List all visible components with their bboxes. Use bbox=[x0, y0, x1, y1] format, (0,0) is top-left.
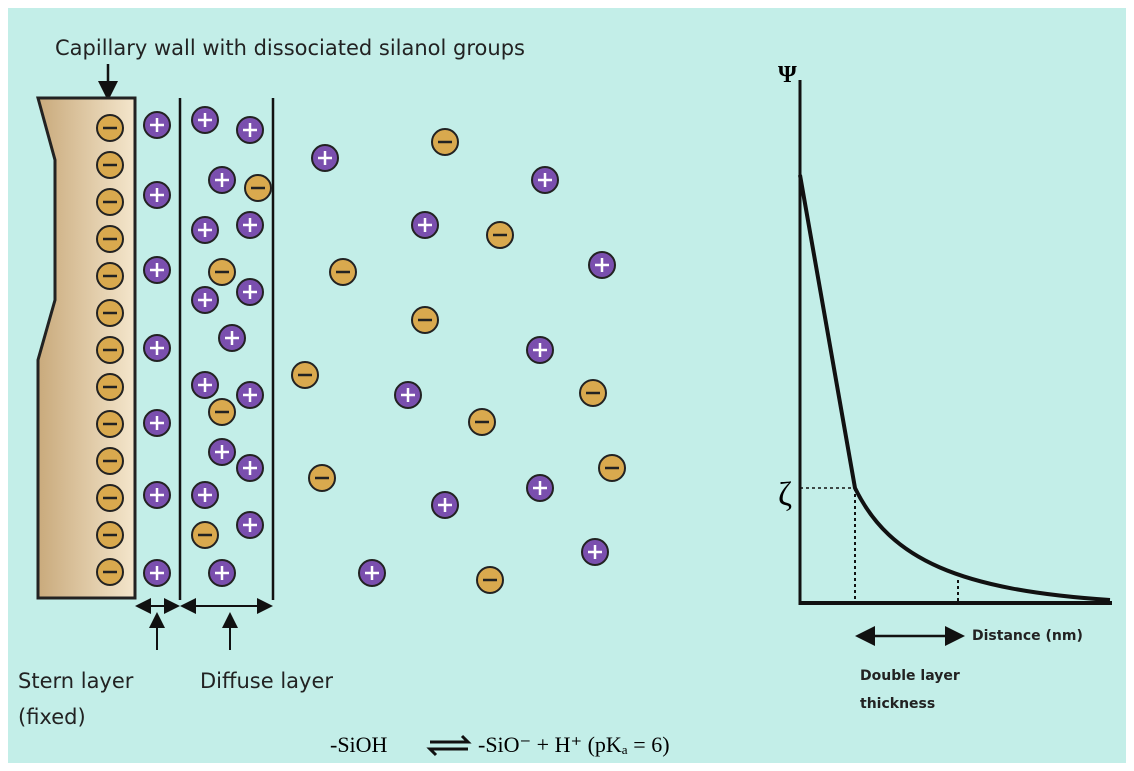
cation bbox=[358, 559, 386, 587]
cation bbox=[394, 381, 422, 409]
anion bbox=[431, 128, 459, 156]
anion bbox=[96, 484, 124, 512]
zeta-label: ζ bbox=[778, 476, 792, 513]
anion bbox=[411, 306, 439, 334]
anion bbox=[96, 336, 124, 364]
anion bbox=[191, 521, 219, 549]
equation-left: -SiOH bbox=[330, 732, 388, 757]
cation bbox=[531, 166, 559, 194]
cation bbox=[311, 144, 339, 172]
potential-curve bbox=[798, 174, 1111, 602]
anion bbox=[96, 447, 124, 475]
anion bbox=[468, 408, 496, 436]
anion bbox=[96, 188, 124, 216]
title: Capillary wall with dissociated silanol … bbox=[55, 36, 525, 60]
cation bbox=[236, 381, 264, 409]
anion bbox=[579, 379, 607, 407]
cation bbox=[236, 211, 264, 239]
cation bbox=[588, 251, 616, 279]
equilibrium-arrow bbox=[426, 734, 472, 757]
cation bbox=[411, 211, 439, 239]
ions bbox=[96, 106, 626, 594]
cation bbox=[143, 111, 171, 139]
anion bbox=[244, 174, 272, 202]
anion bbox=[96, 114, 124, 142]
cation bbox=[191, 371, 219, 399]
cation bbox=[236, 511, 264, 539]
anion bbox=[96, 299, 124, 327]
cation bbox=[143, 409, 171, 437]
anion bbox=[598, 454, 626, 482]
anion bbox=[329, 258, 357, 286]
anion bbox=[208, 398, 236, 426]
cation bbox=[236, 454, 264, 482]
psi-label: Ψ bbox=[778, 62, 797, 88]
cation bbox=[143, 481, 171, 509]
anion bbox=[96, 151, 124, 179]
cation bbox=[143, 256, 171, 284]
cation bbox=[581, 538, 609, 566]
anion bbox=[486, 221, 514, 249]
anion bbox=[208, 258, 236, 286]
thickness-label: thickness bbox=[860, 696, 935, 712]
thickness-label: Double layer bbox=[860, 668, 960, 684]
cation bbox=[526, 474, 554, 502]
anion bbox=[476, 566, 504, 594]
anion bbox=[96, 373, 124, 401]
equation-right: -SiO⁻ + H⁺ (pKₐ = 6) bbox=[478, 732, 670, 757]
cation bbox=[143, 181, 171, 209]
cation bbox=[218, 324, 246, 352]
cation bbox=[191, 216, 219, 244]
anion bbox=[291, 361, 319, 389]
cation bbox=[208, 559, 236, 587]
diffuse-label: Diffuse layer bbox=[200, 669, 333, 693]
background bbox=[8, 8, 1126, 763]
cation bbox=[236, 116, 264, 144]
anion bbox=[308, 464, 336, 492]
anion bbox=[96, 262, 124, 290]
anion bbox=[96, 225, 124, 253]
cation bbox=[236, 278, 264, 306]
cation bbox=[208, 166, 236, 194]
anion bbox=[96, 521, 124, 549]
anion bbox=[96, 558, 124, 586]
stern-label: (fixed) bbox=[18, 705, 86, 729]
anion bbox=[96, 410, 124, 438]
cation bbox=[208, 438, 236, 466]
x-axis-label: Distance (nm) bbox=[972, 628, 1083, 644]
cation bbox=[191, 481, 219, 509]
cation bbox=[191, 106, 219, 134]
cation bbox=[143, 334, 171, 362]
cation bbox=[191, 286, 219, 314]
cation bbox=[431, 491, 459, 519]
cation bbox=[526, 336, 554, 364]
stern-label: Stern layer bbox=[18, 669, 134, 693]
cation bbox=[143, 559, 171, 587]
